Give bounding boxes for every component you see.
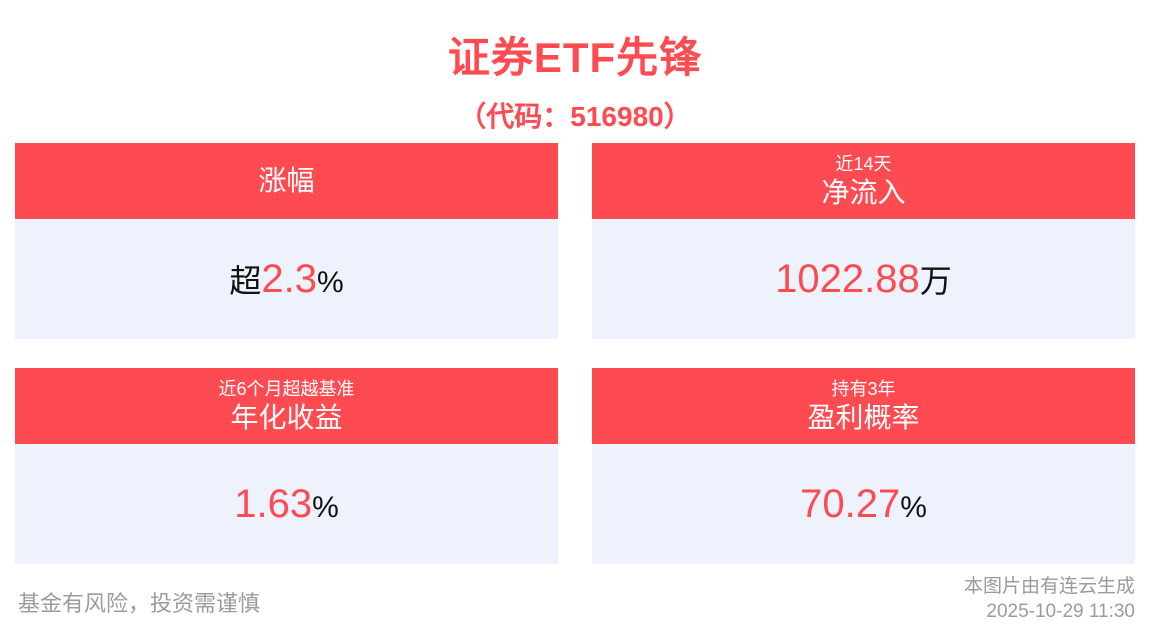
generation-credit: 本图片由有连云生成 2025-10-29 11:30 [964, 574, 1135, 624]
stat-card-title: 年化收益 [230, 402, 343, 433]
stat-value-number: 1.63 [234, 481, 313, 526]
title-block: 证券ETF先锋 （代码：516980） [0, 24, 1150, 135]
stat-card-header: 涨幅 [15, 143, 558, 219]
stat-card-subtitle: 近14天 [835, 154, 892, 174]
stat-card-annualized-return: 近6个月超越基准 年化收益 1.63 % [15, 368, 558, 564]
stat-value-prefix: 超 [229, 263, 262, 299]
stat-card-change-percent: 涨幅 超 2.3 % [15, 143, 558, 339]
stat-card-subtitle: 近6个月超越基准 [218, 379, 355, 399]
stat-card-body: 70.27 % [592, 444, 1135, 564]
timestamp: 2025-10-29 11:30 [986, 601, 1135, 622]
stat-value-number: 2.3 [261, 257, 317, 301]
stat-card-header: 近6个月超越基准 年化收益 [15, 368, 558, 444]
stat-card-profit-probability: 持有3年 盈利概率 70.27 % [592, 368, 1135, 564]
stat-value: 1022.88 万 [775, 256, 952, 302]
stat-value-unit: 万 [919, 263, 952, 299]
stat-card-net-inflow: 近14天 净流入 1022.88 万 [592, 143, 1135, 339]
stat-card-body: 1.63 % [15, 444, 558, 564]
credit-line: 本图片由有连云生成 [963, 576, 1135, 597]
stat-card-subtitle: 持有3年 [831, 379, 896, 399]
stat-card-body: 超 2.3 % [15, 219, 558, 339]
stat-card-body: 1022.88 万 [592, 219, 1135, 339]
stat-value-unit: % [312, 490, 339, 524]
stat-value-unit: % [900, 490, 927, 524]
page-title: 证券ETF先锋 [447, 34, 703, 81]
stat-card-header: 持有3年 盈利概率 [592, 368, 1135, 444]
stat-card-title: 净流入 [821, 177, 906, 208]
fund-code-subtitle: （代码：516980） [458, 101, 692, 132]
stat-card-header: 近14天 净流入 [592, 143, 1135, 219]
stat-value: 70.27 % [800, 482, 927, 527]
stat-value: 超 2.3 % [229, 256, 343, 302]
stat-value: 1.63 % [234, 482, 339, 527]
risk-disclaimer: 基金有风险，投资需谨慎 [18, 591, 261, 616]
stat-card-title: 涨幅 [258, 165, 315, 196]
stat-card-title: 盈利概率 [807, 402, 920, 433]
stat-value-number: 70.27 [800, 481, 901, 526]
stat-value-number: 1022.88 [775, 257, 920, 301]
stat-value-unit: % [316, 266, 344, 299]
